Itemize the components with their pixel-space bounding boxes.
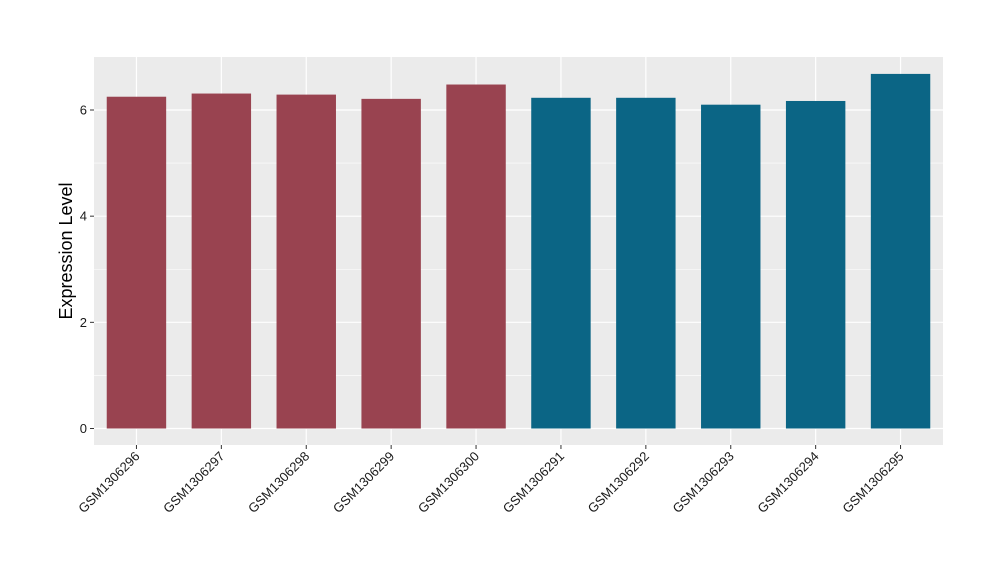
x-tick-label: GSM1306297	[160, 449, 227, 516]
y-tick-label: 4	[80, 209, 87, 224]
x-tick-label: GSM1306291	[500, 449, 567, 516]
bar-GSM1306297	[191, 93, 252, 429]
y-tick-label: 0	[80, 421, 87, 436]
x-tick-label: GSM1306293	[670, 449, 737, 516]
x-tick-label: GSM1306294	[754, 449, 821, 516]
x-axis: GSM1306296 GSM1306297 GSM1306298 GSM1306299…	[75, 445, 907, 516]
bar-GSM1306296	[106, 96, 167, 429]
y-axis: 0 2 4 6	[80, 103, 94, 436]
bar-GSM1306291	[531, 97, 591, 429]
bars	[106, 73, 931, 429]
bar-GSM1306299	[361, 98, 421, 429]
x-tick-label: GSM1306299	[330, 449, 397, 516]
bar-GSM1306292	[616, 97, 676, 429]
x-tick-label: GSM1306296	[75, 449, 142, 516]
x-tick-label: GSM1306295	[839, 449, 906, 516]
x-tick-label: GSM1306298	[245, 449, 312, 516]
bar-GSM1306300	[446, 84, 506, 429]
y-tick-label: 6	[80, 103, 87, 118]
x-tick-label: GSM1306292	[585, 449, 652, 516]
bar-GSM1306293	[701, 104, 761, 429]
bar-GSM1306295	[870, 73, 931, 429]
y-axis-title: Expression Level	[56, 182, 76, 319]
bar-GSM1306294	[785, 100, 846, 429]
y-tick-label: 2	[80, 315, 87, 330]
bar-GSM1306298	[276, 94, 336, 429]
x-tick-label: GSM1306300	[415, 449, 482, 516]
